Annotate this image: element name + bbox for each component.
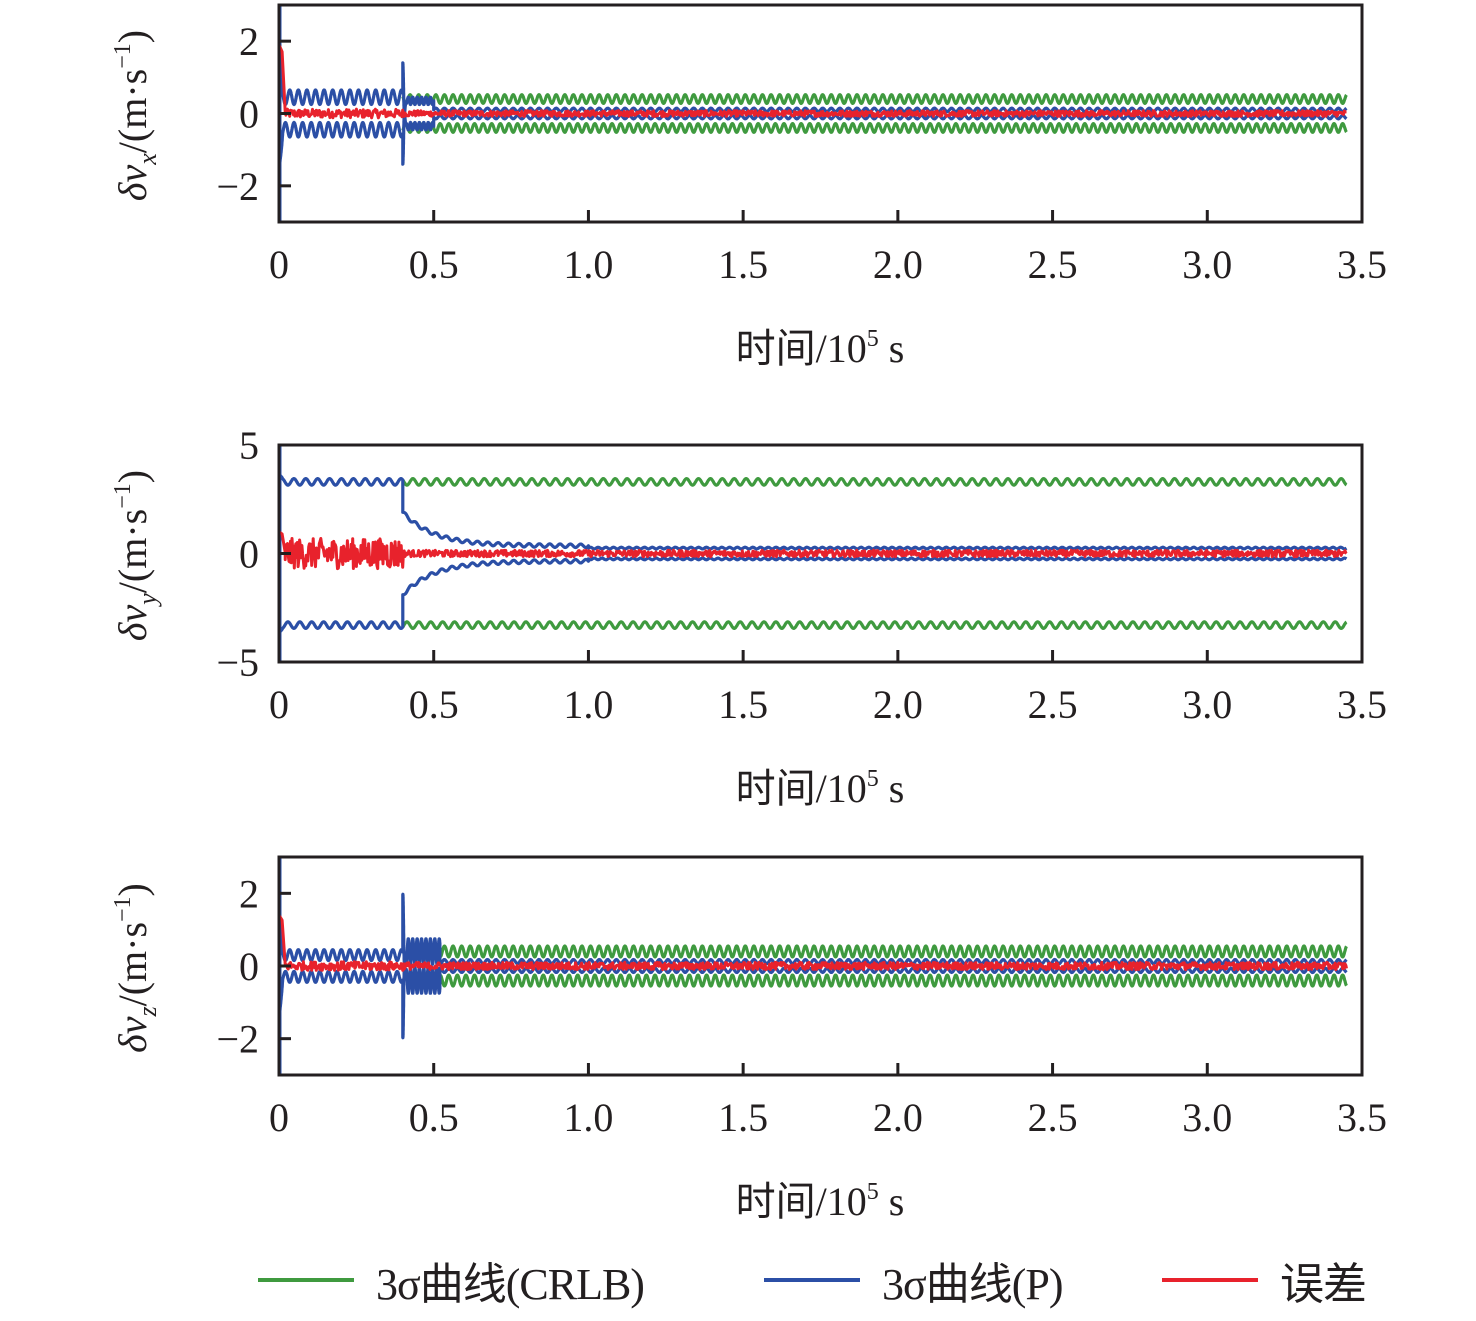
error-line bbox=[279, 914, 1348, 972]
x-tick-label: 1.5 bbox=[718, 1095, 768, 1140]
x-tick-label: 2.5 bbox=[1028, 1095, 1078, 1140]
p-lower-line bbox=[279, 556, 1348, 662]
y-tick-label: 0 bbox=[239, 92, 259, 137]
legend-label-crlb: 3σ曲线(CRLB) bbox=[376, 1260, 645, 1309]
x-tick-label: 0 bbox=[269, 1095, 289, 1140]
y-tick-label: 2 bbox=[239, 19, 259, 64]
legend-swatch-crlb bbox=[258, 1278, 354, 1282]
x-tick-label: 3.0 bbox=[1182, 1095, 1232, 1140]
y-tick-label: −2 bbox=[216, 1017, 259, 1062]
y-tick-label: −5 bbox=[216, 640, 259, 685]
legend-item-p: 3σ曲线(P) bbox=[764, 1245, 1063, 1315]
x-tick-label: 0.5 bbox=[409, 682, 459, 727]
x-tick-label: 2.0 bbox=[873, 682, 923, 727]
y-tick-label: 0 bbox=[239, 944, 259, 989]
x-tick-label: 2.0 bbox=[873, 242, 923, 287]
x-tick-label: 2.5 bbox=[1028, 242, 1078, 287]
legend-item-error: 误差 bbox=[1162, 1245, 1367, 1315]
y-axis-title: δvy/(m·s−1) bbox=[110, 470, 162, 641]
legend-label-p: 3σ曲线(P) bbox=[882, 1260, 1063, 1309]
x-tick-label: 3.0 bbox=[1182, 682, 1232, 727]
y-tick-label: 5 bbox=[239, 423, 259, 468]
series-group bbox=[279, 857, 1348, 1075]
x-axis-title: 时间/105 s bbox=[736, 766, 905, 811]
x-tick-label: 1.0 bbox=[563, 682, 613, 727]
x-tick-label: 3.5 bbox=[1337, 1095, 1387, 1140]
crlb-lower-line bbox=[401, 973, 1348, 988]
y-tick-label: −2 bbox=[216, 164, 259, 209]
x-tick-label: 3.5 bbox=[1337, 682, 1387, 727]
x-tick-label: 2.5 bbox=[1028, 682, 1078, 727]
x-tick-label: 1.5 bbox=[718, 242, 768, 287]
p-lower-line bbox=[279, 964, 1348, 1075]
x-tick-label: 0 bbox=[269, 242, 289, 287]
legend-label-error: 误差 bbox=[1280, 1260, 1367, 1309]
x-tick-label: 3.5 bbox=[1337, 242, 1387, 287]
x-tick-label: 0.5 bbox=[409, 242, 459, 287]
x-tick-label: 0.5 bbox=[409, 1095, 459, 1140]
crlb-upper-line bbox=[401, 944, 1348, 959]
crlb-upper-line bbox=[401, 93, 1348, 105]
legend-swatch-p bbox=[764, 1278, 860, 1282]
x-axis-title: 时间/105 s bbox=[736, 326, 905, 371]
y-axis-title: δvx/(m·s−1) bbox=[110, 30, 162, 201]
series-group bbox=[279, 445, 1348, 662]
x-tick-label: 1.0 bbox=[563, 1095, 613, 1140]
legend-item-crlb: 3σ曲线(CRLB) bbox=[258, 1245, 645, 1315]
x-tick-label: 0 bbox=[269, 682, 289, 727]
series-group bbox=[279, 5, 1348, 222]
crlb-lower-line bbox=[401, 620, 1348, 630]
error-line bbox=[279, 44, 1348, 120]
y-tick-label: 2 bbox=[239, 871, 259, 916]
x-axis-title: 时间/105 s bbox=[736, 1179, 905, 1224]
y-tick-label: 0 bbox=[239, 532, 259, 577]
error-line bbox=[279, 530, 1348, 571]
crlb-lower-line bbox=[401, 122, 1348, 134]
legend-swatch-error bbox=[1162, 1278, 1258, 1282]
legend: 3σ曲线(CRLB) 3σ曲线(P) 误差 bbox=[0, 1245, 1476, 1315]
p-upper-line bbox=[279, 5, 1348, 116]
x-tick-label: 3.0 bbox=[1182, 242, 1232, 287]
y-axis-title: δvz/(m·s−1) bbox=[110, 883, 162, 1053]
x-tick-label: 1.5 bbox=[718, 682, 768, 727]
x-tick-label: 1.0 bbox=[563, 242, 613, 287]
crlb-upper-line bbox=[401, 477, 1348, 487]
x-tick-label: 2.0 bbox=[873, 1095, 923, 1140]
p-upper-line bbox=[279, 445, 1348, 551]
